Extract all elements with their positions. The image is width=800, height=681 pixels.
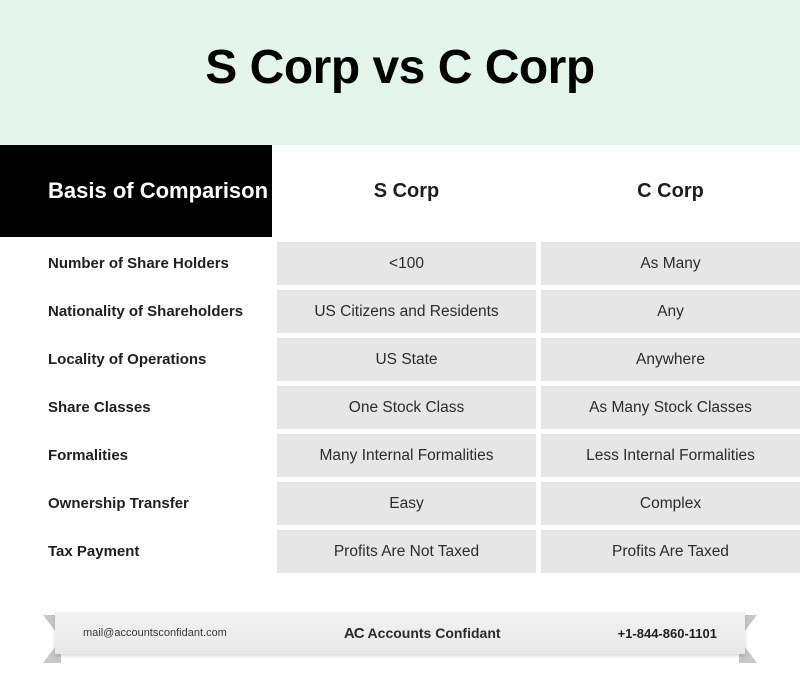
page-title: S Corp vs C Corp bbox=[0, 40, 800, 95]
comparison-table: Basis of Comparison Number of Share Hold… bbox=[0, 145, 800, 573]
data-cell: Profits Are Taxed bbox=[541, 530, 800, 573]
data-cell: As Many Stock Classes bbox=[541, 386, 800, 429]
brand-name: Accounts Confidant bbox=[368, 625, 501, 641]
row-label: Formalities bbox=[0, 429, 272, 477]
row-label: Tax Payment bbox=[0, 525, 272, 573]
hero-banner: S Corp vs C Corp bbox=[0, 0, 800, 145]
data-cell: US Citizens and Residents bbox=[277, 290, 536, 333]
footer-email: mail@accountsconfidant.com bbox=[83, 627, 227, 639]
row-label: Share Classes bbox=[0, 381, 272, 429]
column-scorp: S Corp <100 US Citizens and Residents US… bbox=[272, 145, 536, 573]
column-basis: Basis of Comparison Number of Share Hold… bbox=[0, 145, 272, 573]
row-label: Number of Share Holders bbox=[0, 237, 272, 285]
data-cell: Easy bbox=[277, 482, 536, 525]
row-label: Nationality of Shareholders bbox=[0, 285, 272, 333]
footer-phone: +1-844-860-1101 bbox=[618, 626, 717, 641]
ribbon-center: mail@accountsconfidant.com AC Accounts C… bbox=[55, 612, 745, 654]
data-cell: Anywhere bbox=[541, 338, 800, 381]
data-cell: Any bbox=[541, 290, 800, 333]
data-cell: Profits Are Not Taxed bbox=[277, 530, 536, 573]
data-cell: Less Internal Formalities bbox=[541, 434, 800, 477]
data-cell: Many Internal Formalities bbox=[277, 434, 536, 477]
footer-brand: AC Accounts Confidant bbox=[344, 625, 501, 642]
row-label: Locality of Operations bbox=[0, 333, 272, 381]
footer-ribbon: mail@accountsconfidant.com AC Accounts C… bbox=[0, 603, 800, 663]
header-scorp: S Corp bbox=[272, 145, 536, 237]
data-cell: Complex bbox=[541, 482, 800, 525]
column-ccorp: C Corp As Many Any Anywhere As Many Stoc… bbox=[536, 145, 800, 573]
data-cell: As Many bbox=[541, 242, 800, 285]
data-cell: One Stock Class bbox=[277, 386, 536, 429]
row-label: Ownership Transfer bbox=[0, 477, 272, 525]
brand-logo-icon: AC bbox=[344, 625, 364, 642]
header-ccorp: C Corp bbox=[536, 145, 800, 237]
data-cell: US State bbox=[277, 338, 536, 381]
header-basis: Basis of Comparison bbox=[0, 145, 272, 237]
data-cell: <100 bbox=[277, 242, 536, 285]
